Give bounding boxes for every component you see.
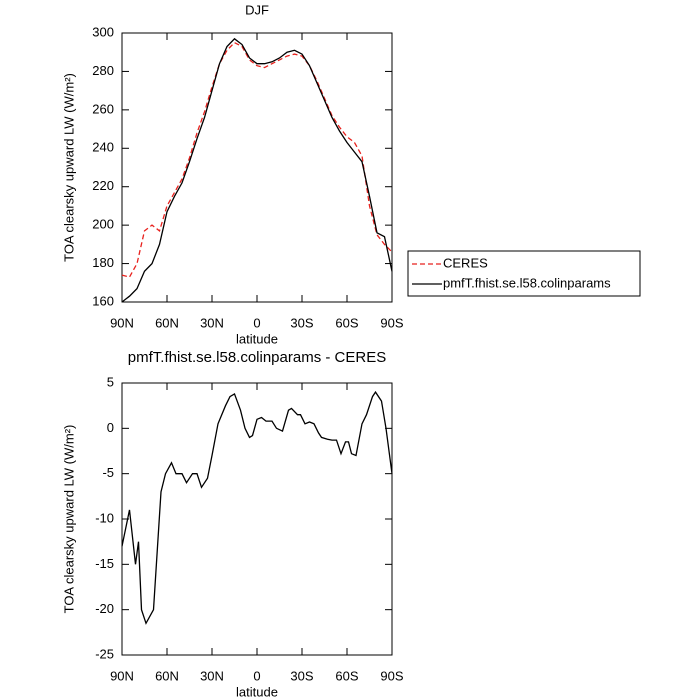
legend-label: pmfT.fhist.se.l58.colinparams	[443, 275, 611, 290]
y-tick-label: 180	[92, 255, 114, 270]
x-tick-label: 60S	[335, 315, 358, 330]
x-tick-label: 60N	[155, 315, 179, 330]
plot-frame	[121, 32, 393, 303]
series-line	[121, 37, 393, 303]
x-tick-label: 30N	[200, 668, 224, 683]
y-tick-label: 0	[107, 420, 114, 435]
x-axis-label: latitude	[236, 684, 278, 699]
x-tick-label: 90S	[380, 668, 403, 683]
series-line	[121, 41, 393, 278]
series-line	[121, 390, 393, 625]
x-tick-label: 30N	[200, 315, 224, 330]
x-tick-label: 30S	[290, 668, 313, 683]
y-tick-label: 5	[107, 374, 114, 389]
x-tick-label: 90S	[380, 315, 403, 330]
x-tick-label: 0	[253, 668, 260, 683]
plot-frame	[121, 382, 393, 656]
y-axis-label: TOA clearsky upward LW (W/m²)	[61, 73, 76, 262]
x-tick-label: 0	[253, 315, 260, 330]
y-tick-label: -15	[95, 556, 114, 571]
y-tick-label: -10	[95, 510, 114, 525]
y-tick-label: 260	[92, 101, 114, 116]
y-tick-label: -20	[95, 601, 114, 616]
x-axis-label: latitude	[236, 331, 278, 346]
x-tick-label: 30S	[290, 315, 313, 330]
legend-box	[407, 250, 641, 297]
x-tick-label: 60N	[155, 668, 179, 683]
chart-title: pmfT.fhist.se.l58.colinparams - CERES	[128, 349, 386, 366]
x-tick-label: 90N	[110, 668, 134, 683]
x-tick-label: 90N	[110, 315, 134, 330]
y-tick-label: 300	[92, 24, 114, 39]
x-tick-label: 60S	[335, 668, 358, 683]
y-tick-label: -25	[95, 646, 114, 661]
y-tick-label: 240	[92, 140, 114, 155]
y-tick-label: 200	[92, 217, 114, 232]
y-tick-label: 220	[92, 178, 114, 193]
y-tick-label: 280	[92, 63, 114, 78]
y-tick-label: -5	[102, 465, 114, 480]
legend-label: CERES	[443, 255, 488, 270]
y-axis-label: TOA clearsky upward LW (W/m²)	[61, 425, 76, 614]
y-tick-label: 160	[92, 293, 114, 308]
chart-title: DJF	[245, 2, 269, 17]
